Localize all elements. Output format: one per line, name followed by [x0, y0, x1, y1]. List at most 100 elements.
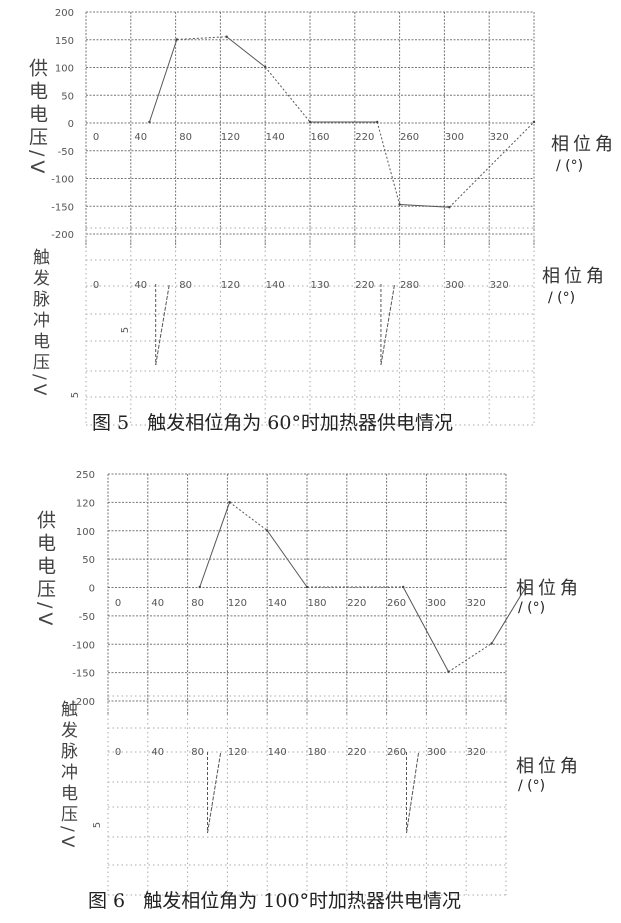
- voltage-curve-segment: [491, 586, 527, 644]
- y-tick-label: 50: [82, 555, 95, 566]
- x-tick-label: 120: [228, 598, 247, 609]
- y-tick-label: -100: [51, 175, 74, 186]
- x-tick-label: 140: [266, 280, 285, 291]
- x-tick-label: 140: [268, 747, 287, 758]
- x-tick-label: 80: [179, 132, 192, 143]
- voltage-curve-segment: [229, 501, 268, 531]
- voltage-data-point: [401, 585, 405, 589]
- voltage-curve-segment: [264, 66, 311, 123]
- y-tick-label: -150: [72, 669, 95, 680]
- fig6-pulse-xlabel: 相位角: [516, 756, 582, 777]
- fig6-caption: 图 6 触发相位角为 100°时加热器供电情况: [88, 890, 462, 912]
- voltage-data-point: [524, 585, 528, 589]
- fig6-pulse-ylabel: 触发脉冲电压/V: [57, 700, 77, 852]
- x-tick-label: 40: [151, 747, 164, 758]
- x-tick-label: 220: [347, 747, 366, 758]
- fig6-pulse-xunit: / (°): [518, 778, 546, 794]
- voltage-data-point: [305, 585, 309, 589]
- x-tick-label: 120: [221, 132, 240, 143]
- y-tick-label: 200: [55, 8, 74, 19]
- x-tick-label: 40: [134, 280, 147, 291]
- voltage-curve-segment: [226, 36, 266, 68]
- x-tick-label: 120: [221, 280, 240, 291]
- x-tick-label: 0: [115, 598, 121, 609]
- voltage-curve-segment: [176, 36, 227, 40]
- voltage-data-point: [175, 38, 179, 41]
- voltage-curve-segment: [376, 121, 401, 205]
- voltage-curve-segment: [148, 39, 178, 123]
- voltage-data-point: [448, 206, 451, 209]
- y-tick-label: 5: [70, 392, 81, 398]
- fig5-pulse-xunit: / (°): [548, 290, 576, 306]
- x-tick-label: 80: [191, 598, 204, 609]
- y-tick-label: -50: [58, 147, 74, 158]
- x-tick-label: 220: [355, 280, 374, 291]
- x-tick-label: 180: [307, 747, 326, 758]
- y-tick-label: 5: [120, 327, 131, 333]
- voltage-data-point: [198, 585, 201, 589]
- x-tick-label: 0: [93, 280, 99, 291]
- x-tick-label: 320: [467, 747, 486, 758]
- x-tick-label: 80: [191, 747, 204, 758]
- x-tick-label: 260: [387, 747, 406, 758]
- x-tick-label: 320: [490, 280, 509, 291]
- voltage-data-point: [376, 120, 379, 124]
- fig6-voltage-xunit: / (°): [518, 600, 546, 616]
- voltage-data-point: [148, 120, 151, 124]
- fig6-voltage-xlabel: 相位角: [516, 578, 582, 599]
- x-tick-label: 0: [115, 747, 121, 758]
- voltage-curve-segment: [399, 204, 450, 208]
- voltage-curve-segment: [266, 530, 308, 588]
- fig5-voltage-ylabel: 供电电压/V: [26, 58, 48, 178]
- fig6-voltage-ylabel: 供电电压/V: [34, 510, 56, 630]
- trigger-pulse-rising-edge: [406, 751, 420, 834]
- fig5-caption: 图 5 触发相位角为 60°时加热器供电情况: [92, 412, 453, 434]
- x-tick-label: 40: [134, 132, 147, 143]
- x-tick-label: 120: [228, 747, 247, 758]
- voltage-curve-segment: [449, 121, 535, 208]
- x-tick-label: 300: [427, 747, 446, 758]
- y-tick-label: 120: [76, 498, 95, 509]
- y-tick-label: 100: [76, 527, 95, 538]
- x-tick-label: 220: [347, 598, 366, 609]
- fig5-voltage-xunit: / (°): [556, 158, 584, 174]
- y-tick-label: 100: [55, 64, 74, 75]
- y-tick-label: -200: [72, 697, 95, 708]
- y-tick-label: 50: [61, 91, 74, 102]
- x-tick-label: 260: [387, 598, 406, 609]
- voltage-curve-segment: [402, 586, 449, 672]
- y-tick-label: 0: [89, 584, 95, 595]
- x-tick-label: 40: [151, 598, 164, 609]
- fig5-pulse-xlabel: 相位角: [542, 266, 608, 287]
- voltage-data-point: [266, 529, 269, 532]
- x-tick-label: 140: [266, 132, 285, 143]
- x-tick-label: 130: [310, 280, 329, 291]
- trigger-pulse-rising-edge: [207, 751, 222, 834]
- y-tick-label: 5: [92, 822, 103, 828]
- x-tick-label: 320: [490, 132, 509, 143]
- x-tick-label: 80: [179, 280, 192, 291]
- fig5-pulse-ylabel: 触发脉冲电压/V: [29, 248, 49, 400]
- voltage-data-point: [398, 203, 401, 206]
- voltage-data-point: [308, 120, 312, 124]
- fig5-voltage-xlabel: 相位角: [551, 134, 617, 155]
- trigger-pulse-rising-edge: [380, 283, 396, 366]
- voltage-data-point: [225, 35, 228, 38]
- voltage-data-point: [490, 642, 493, 645]
- x-tick-label: 140: [268, 598, 287, 609]
- x-tick-label: 220: [355, 132, 374, 143]
- x-tick-label: 300: [445, 280, 464, 291]
- y-tick-label: -200: [51, 230, 74, 241]
- x-tick-label: 280: [400, 280, 419, 291]
- trigger-pulse-rising-edge: [155, 283, 170, 366]
- x-tick-label: 260: [400, 132, 419, 143]
- x-tick-label: 0: [93, 132, 99, 143]
- x-tick-label: 160: [310, 132, 329, 143]
- x-tick-label: 300: [427, 598, 446, 609]
- y-tick-label: -100: [72, 640, 95, 651]
- voltage-curve-segment: [199, 502, 231, 588]
- x-tick-label: 300: [445, 132, 464, 143]
- voltage-data-point: [264, 65, 267, 69]
- y-tick-label: 150: [55, 36, 74, 47]
